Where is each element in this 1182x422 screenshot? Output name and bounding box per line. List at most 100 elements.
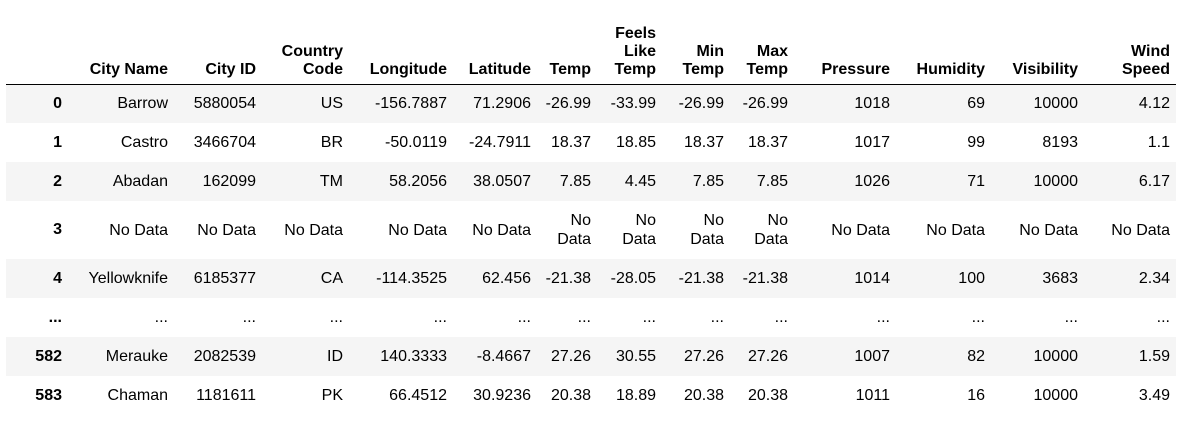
table-cell: -50.0119 <box>385 134 447 151</box>
table-cell: BR <box>320 134 343 151</box>
table-cell: 1026 <box>854 173 890 190</box>
table-cell: -114.3525 <box>376 270 447 287</box>
table-cell: -33.99 <box>610 95 656 113</box>
col-pressure: Pressure <box>794 8 896 85</box>
table-row: 3 No Data No Data No Data No Data No Data No D… <box>6 201 1176 259</box>
table-row: ........................................… <box>6 298 1176 337</box>
table-cell: ... <box>1156 309 1170 326</box>
table-cell: 18.37 <box>550 134 591 151</box>
col-city-name: City Name <box>68 8 174 85</box>
table-cell: ... <box>774 309 788 326</box>
table-cell: -21.38 <box>678 270 724 287</box>
table-cell: 4.12 <box>1138 95 1170 113</box>
table-cell: 66.4512 <box>389 387 447 404</box>
col-max-temp: Max Temp <box>730 8 794 85</box>
table-cell: No Data <box>1019 221 1078 239</box>
table-cell: ID <box>327 348 343 365</box>
table-cell: 10000 <box>1033 95 1079 113</box>
table-row: 2 Abadan 162099 TM 58.2056 38.0507 7.85 4.45 7.8… <box>6 162 1176 201</box>
table-cell: -8.4667 <box>476 348 531 365</box>
table-cell: ... <box>154 309 168 326</box>
table-cell: ... <box>433 309 447 326</box>
table-cell: ... <box>242 309 256 326</box>
table-header: City Name City ID Country Code Longitude… <box>6 8 1176 85</box>
table-cell: ... <box>329 309 343 326</box>
row-index: 2 <box>53 172 62 190</box>
table-cell: Yellowknife <box>88 270 168 287</box>
table-cell: 6185377 <box>193 270 256 287</box>
table-cell: -21.38 <box>742 270 788 287</box>
table-cell: 27.26 <box>683 348 724 365</box>
col-longitude: Longitude <box>349 8 453 85</box>
table-cell: 1017 <box>854 134 890 151</box>
table-cell: 2.34 <box>1138 270 1170 287</box>
table-cell: 1018 <box>854 95 890 113</box>
table-cell: ... <box>1064 309 1078 326</box>
table-cell: No Data <box>388 221 447 239</box>
table-cell: No Data <box>622 212 656 248</box>
table-cell: -26.99 <box>742 95 788 113</box>
table-cell: 10000 <box>1033 348 1079 365</box>
table-cell: 27.26 <box>747 348 788 365</box>
table-cell: No Data <box>197 221 256 239</box>
table-row: 0 Barrow 5880054 US -156.7887 71.2906 -26.99 -3… <box>6 84 1176 123</box>
table-row: 4 Yellowknife 6185377 CA -114.3525 62.456 -21.… <box>6 259 1176 298</box>
table-cell: 99 <box>967 134 985 151</box>
table-cell: 62.456 <box>482 270 531 287</box>
table-cell: 1.59 <box>1138 348 1170 365</box>
table-cell: 1011 <box>855 387 890 404</box>
table-cell: 1007 <box>854 348 890 365</box>
table-body: 0 Barrow 5880054 US -156.7887 71.2906 -26.99 -3… <box>6 84 1176 415</box>
table-cell: Merauke <box>105 348 168 365</box>
table-cell: 1014 <box>854 270 890 287</box>
col-temp: Temp <box>537 8 597 85</box>
table-cell: 7.85 <box>559 173 591 190</box>
table-cell: 4.45 <box>624 173 656 190</box>
table-cell: 71.2906 <box>473 95 531 113</box>
table-cell: -26.99 <box>678 95 724 113</box>
table-cell: No Data <box>754 212 788 248</box>
table-cell: 7.85 <box>692 173 724 190</box>
table-cell: No Data <box>284 221 343 239</box>
table-row: 1 Castro 3466704 BR -50.0119 -24.7911 18.37 18.… <box>6 123 1176 162</box>
table-cell: 16 <box>967 387 985 404</box>
table-cell: No Data <box>557 212 591 248</box>
col-city-id: City ID <box>174 8 262 85</box>
table-cell: 18.37 <box>747 134 788 151</box>
table-cell: 100 <box>958 270 985 287</box>
table-row: 582 Merauke 2082539 ID 140.3333 -8.4667 27.26 3… <box>6 337 1176 376</box>
table-cell: US <box>320 95 343 113</box>
row-index: 1 <box>53 133 62 151</box>
table-cell: No Data <box>831 221 890 239</box>
table-cell: -28.05 <box>610 270 656 287</box>
table-cell: 8193 <box>1042 134 1078 151</box>
table-cell: 7.85 <box>756 173 788 190</box>
table-cell: 30.9236 <box>473 387 531 404</box>
col-feels-like-temp: Feels Like Temp <box>597 8 662 85</box>
table-cell: No Data <box>109 221 168 239</box>
table-cell: 10000 <box>1033 173 1079 190</box>
table-cell: ... <box>876 309 890 326</box>
table-cell: 3466704 <box>193 134 256 151</box>
table-cell: 38.0507 <box>473 173 531 190</box>
table-cell: Chaman <box>107 387 168 404</box>
col-visibility: Visibility <box>991 8 1084 85</box>
table-cell: ... <box>577 309 591 326</box>
row-index: 582 <box>35 347 62 365</box>
table-cell: ... <box>642 309 656 326</box>
table-cell: 18.37 <box>683 134 724 151</box>
header-row: City Name City ID Country Code Longitude… <box>6 8 1176 85</box>
table-cell: 3683 <box>1042 270 1078 287</box>
row-index: 3 <box>53 221 62 238</box>
table-cell: 3.49 <box>1138 387 1170 404</box>
table-cell: 2082539 <box>193 348 256 365</box>
table-cell: No Data <box>1111 221 1170 239</box>
table-cell: 27.26 <box>550 348 591 365</box>
table-cell: 20.38 <box>550 387 591 404</box>
table-cell: 10000 <box>1033 387 1079 404</box>
table-cell: 69 <box>967 95 985 113</box>
table-cell: -24.7911 <box>469 134 531 151</box>
table-cell: No Data <box>926 221 985 239</box>
table-cell: 162099 <box>202 173 256 190</box>
